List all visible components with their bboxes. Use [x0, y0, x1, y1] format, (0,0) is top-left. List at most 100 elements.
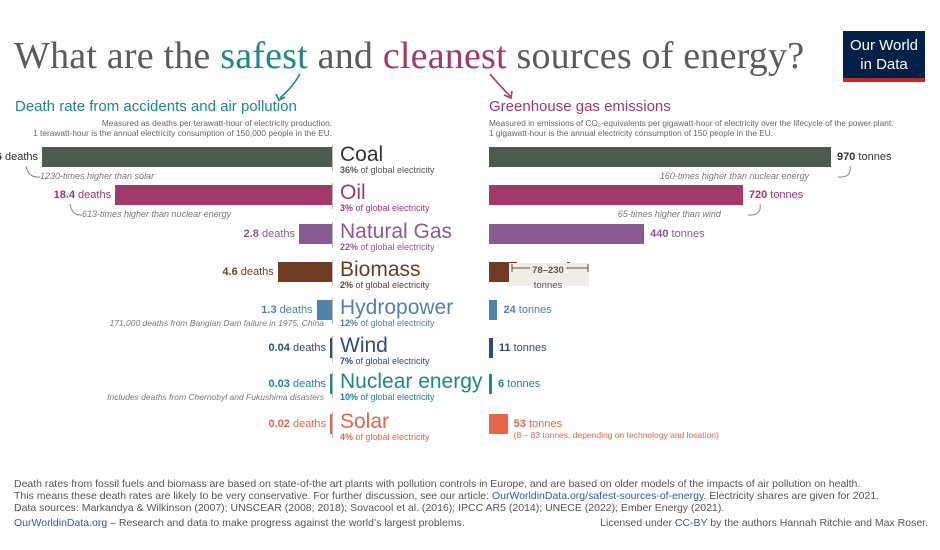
biomass-range-unit: tonnes: [533, 280, 563, 291]
ghg-title: Greenhouse gas emissions: [489, 98, 671, 115]
hydropower-share-text: of global electricity: [358, 318, 435, 328]
hydropower-share-value: 12%: [340, 318, 359, 328]
hydropower-ghg-bar[interactable]: [489, 300, 498, 320]
oil-share-value: 3%: [340, 203, 354, 213]
biomass-death-unit: deaths: [237, 266, 274, 278]
hydropower-death-value: 1.3 deaths: [261, 304, 312, 316]
license-post: by the authors Hannah Ritchie and Max Ro…: [707, 517, 928, 529]
owid-logo[interactable]: Our World in Data: [843, 31, 925, 82]
coal-death-note: 1230-times higher than solar: [40, 171, 155, 181]
safest-arrow: [279, 73, 301, 99]
biomass-death-number: 4.6: [222, 266, 238, 278]
coal-share: 36% of global electricity: [340, 165, 435, 175]
nuclear-share-text: of global electricity: [358, 392, 435, 402]
solar-death-bar[interactable]: [330, 414, 332, 434]
logo-line1: Our World: [849, 37, 919, 54]
title-pre: What are the: [14, 35, 221, 77]
natural-gas-death-unit: deaths: [258, 228, 295, 240]
natural-gas-ghg-number: 440: [650, 228, 669, 240]
wind-label: Wind: [340, 334, 388, 357]
footer-license: Licensed under CC-BY by the authors Hann…: [600, 517, 928, 529]
wind-share-value: 7%: [340, 356, 354, 366]
footer-note-2-post: . Electricity shares are given for 2021.: [703, 490, 880, 502]
coal-share-text: of global electricity: [358, 165, 435, 175]
footer-note-1: Death rates from fossil fuels and biomas…: [14, 478, 861, 490]
ghg-subtitle: Measured in emissions of CO₂-equivalents…: [489, 118, 894, 128]
oil-death-value: 18.4 deaths: [54, 189, 112, 201]
nuclear-ghg-number: 6: [498, 378, 505, 390]
biomass-range-label: 78–230 tonnes: [511, 265, 585, 291]
coal-death-bar[interactable]: [42, 147, 332, 167]
natural-gas-share: 22% of global electricity: [340, 242, 435, 252]
footer-sources: Data sources: Markandya & Wilkinson (200…: [14, 502, 725, 514]
wind-ghg-unit: tonnes: [510, 342, 547, 354]
nuclear-death-bar[interactable]: [330, 374, 332, 394]
coal-share-value: 36%: [340, 165, 359, 175]
oil-ghg-unit: tonnes: [767, 189, 804, 201]
biomass-death-bar[interactable]: [277, 262, 332, 282]
cleanest-arrow: [489, 73, 511, 97]
title-post: sources of energy?: [506, 35, 805, 77]
solar-separator: [332, 412, 333, 438]
nuclear-ghg-bar[interactable]: [489, 374, 492, 394]
coal-ghg-bar[interactable]: [489, 147, 831, 167]
natural-gas-ghg-value: 440 tonnes: [650, 228, 704, 240]
oil-share: 3% of global electricity: [340, 203, 430, 213]
cleanest-arrowhead: [503, 90, 513, 100]
natural-gas-ghg-unit: tonnes: [668, 228, 705, 240]
ghg-subtitle-2: 1 gigawatt-hour is the annual electricit…: [489, 128, 774, 138]
wind-share: 7% of global electricity: [340, 356, 430, 366]
death-rate-subtitle-2: 1 terawatt-hour is the annual electricit…: [33, 128, 332, 138]
oil-label: Oil: [340, 181, 366, 204]
biomass-death-value: 4.6 deaths: [222, 266, 273, 278]
solar-label: Solar: [340, 410, 390, 433]
page-title: What are the safest and cleanest sources…: [14, 34, 804, 78]
oil-death-note: 613-times higher than nuclear energy: [82, 209, 232, 219]
owid-tagline: – Research and data to make progress aga…: [107, 517, 465, 529]
article-link[interactable]: OurWorldinData.org/safest-sources-of-ene…: [491, 490, 704, 502]
solar-ghg-note: (8 – 83 tonnes, depending on technology …: [513, 430, 719, 440]
logo-line2: in Data: [860, 56, 908, 73]
footer-owid: OurWorldinData.org – Research and data t…: [14, 517, 465, 529]
nuclear-share: 10% of global electricity: [340, 392, 435, 402]
nuclear-label: Nuclear energy: [340, 370, 483, 393]
solar-death-unit: deaths: [289, 418, 326, 430]
wind-share-text: of global electricity: [353, 356, 430, 366]
natural-gas-ghg-bar[interactable]: [489, 224, 645, 244]
coal-separator: [332, 145, 333, 171]
oil-ghg-connector: [747, 203, 761, 216]
license-link[interactable]: CC-BY: [674, 517, 708, 529]
wind-death-bar[interactable]: [330, 338, 332, 358]
nuclear-death-note: Includes deaths from Chernobyl and Fukus…: [107, 392, 324, 402]
nuclear-ghg-value: 6 tonnes: [498, 378, 540, 390]
hydropower-ghg-number: 24: [503, 304, 516, 316]
solar-share-text: of global electricity: [353, 432, 430, 442]
coal-death-value: 24.6 deaths: [0, 151, 38, 163]
oil-death-number: 18.4: [53, 189, 75, 201]
nuclear-ghg-unit: tonnes: [504, 378, 541, 390]
coal-death-number: 24.6: [0, 151, 2, 163]
coal-label: Coal: [340, 143, 384, 166]
oil-separator: [332, 183, 333, 209]
hydropower-death-number: 1.3: [261, 304, 277, 316]
wind-ghg-bar[interactable]: [489, 338, 493, 358]
owid-link[interactable]: OurWorldinData.org: [14, 517, 108, 529]
solar-ghg-bar[interactable]: [489, 414, 508, 434]
natural-gas-share-value: 22%: [340, 242, 359, 252]
oil-death-connector: [69, 203, 83, 216]
wind-ghg-value: 11 tonnes: [499, 342, 547, 354]
oil-death-bar[interactable]: [115, 185, 332, 205]
title-cleanest: cleanest: [382, 35, 507, 77]
oil-ghg-bar[interactable]: [489, 185, 743, 205]
natural-gas-death-bar[interactable]: [298, 224, 332, 244]
hydropower-death-unit: deaths: [276, 304, 313, 316]
nuclear-death-value: 0.03 deaths: [268, 378, 326, 390]
biomass-separator: [332, 260, 333, 286]
nuclear-death-number: 0.03: [268, 378, 290, 390]
hydropower-death-bar[interactable]: [316, 300, 332, 320]
biomass-share-text: of global electricity: [353, 280, 430, 290]
natural-gas-label: Natural Gas: [340, 220, 453, 243]
death-rate-title: Death rate from accidents and air pollut…: [15, 98, 297, 115]
biomass-share: 2% of global electricity: [340, 280, 430, 290]
coal-ghg-value: 970 tonnes: [837, 151, 891, 163]
